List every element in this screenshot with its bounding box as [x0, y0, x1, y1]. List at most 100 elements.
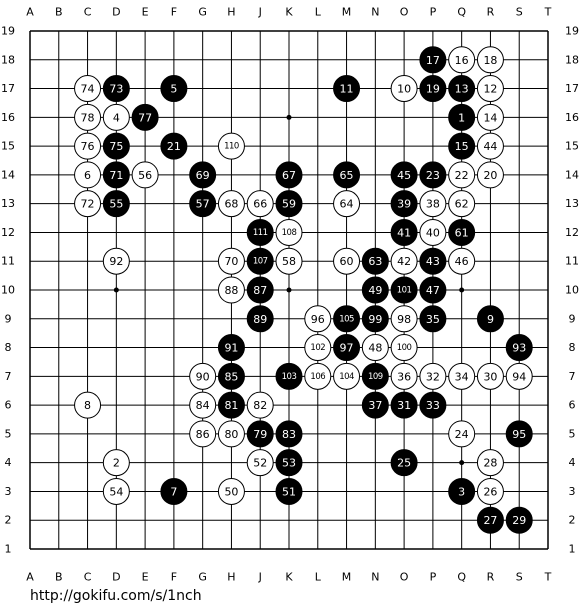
black-stone	[505, 334, 533, 362]
black-stone	[390, 190, 418, 218]
move-number: 6	[84, 169, 91, 182]
column-label: B	[55, 6, 63, 19]
black-stone	[448, 132, 476, 160]
white-stone	[217, 276, 245, 304]
black-stone	[448, 477, 476, 505]
white-stone	[476, 449, 504, 477]
move-number: 92	[109, 255, 123, 268]
move-number: 21	[167, 140, 181, 153]
move-number: 27	[483, 514, 497, 527]
black-stone	[102, 161, 130, 189]
row-label: 6	[569, 399, 576, 412]
move-number: 95	[512, 428, 526, 441]
move-number: 93	[512, 342, 526, 355]
move-number: 78	[81, 111, 95, 124]
black-stone	[390, 276, 418, 304]
black-stone	[102, 190, 130, 218]
column-label: O	[400, 6, 409, 19]
black-stone	[390, 449, 418, 477]
move-number: 69	[196, 169, 210, 182]
white-stone	[390, 362, 418, 390]
move-number: 60	[340, 255, 354, 268]
black-stone	[390, 391, 418, 419]
column-label: L	[315, 571, 322, 584]
move-number: 90	[196, 370, 210, 383]
white-stone	[390, 75, 418, 103]
white-stone	[476, 103, 504, 131]
white-stone	[419, 190, 447, 218]
black-stone	[246, 305, 274, 333]
white-stone	[476, 362, 504, 390]
move-number: 10	[397, 83, 411, 96]
white-stone	[246, 391, 274, 419]
white-stone	[74, 132, 102, 160]
column-label: P	[430, 571, 437, 584]
column-label: G	[198, 571, 207, 584]
column-label: L	[315, 6, 322, 19]
black-stone	[217, 391, 245, 419]
move-number: 25	[397, 457, 411, 470]
move-number: 84	[196, 399, 210, 412]
move-number: 29	[512, 514, 526, 527]
column-label: C	[84, 6, 92, 19]
move-number: 39	[397, 198, 411, 211]
white-stone	[246, 449, 274, 477]
row-label: 17	[1, 82, 15, 95]
white-stone	[448, 362, 476, 390]
move-number: 4	[113, 111, 120, 124]
row-label: 19	[565, 25, 579, 38]
row-label: 7	[569, 370, 576, 383]
white-stone	[361, 334, 389, 362]
column-label: C	[84, 571, 92, 584]
move-number: 50	[224, 485, 238, 498]
row-label: 1	[569, 543, 576, 556]
black-stone	[246, 420, 274, 448]
row-label: 16	[1, 111, 15, 124]
row-label: 15	[565, 140, 579, 153]
move-number: 77	[138, 111, 152, 124]
black-stone	[246, 247, 274, 275]
move-number: 91	[224, 342, 238, 355]
move-number: 74	[81, 83, 95, 96]
row-label: 13	[1, 197, 15, 210]
move-number: 43	[426, 255, 440, 268]
move-number: 19	[426, 83, 440, 96]
move-number: 42	[397, 255, 411, 268]
black-stone	[333, 161, 361, 189]
row-label: 3	[569, 485, 576, 498]
white-stone	[419, 218, 447, 246]
move-number: 35	[426, 313, 440, 326]
white-stone	[505, 362, 533, 390]
row-label: 15	[1, 140, 15, 153]
move-number: 105	[339, 314, 354, 324]
move-number: 85	[224, 370, 238, 383]
row-label: 19	[1, 25, 15, 38]
column-label: F	[171, 6, 177, 19]
column-label: J	[258, 571, 262, 584]
row-label: 10	[565, 284, 579, 297]
column-label: A	[26, 571, 34, 584]
black-stone	[419, 46, 447, 74]
move-number: 52	[253, 457, 267, 470]
move-number: 38	[426, 198, 440, 211]
move-number: 12	[483, 83, 497, 96]
move-number: 88	[224, 284, 238, 297]
black-stone	[333, 75, 361, 103]
column-label: F	[171, 571, 177, 584]
black-stone	[390, 218, 418, 246]
black-stone	[361, 362, 389, 390]
row-label: 2	[5, 514, 12, 527]
move-number: 17	[426, 54, 440, 67]
move-number: 62	[455, 198, 469, 211]
move-number: 66	[253, 198, 267, 211]
move-number: 63	[368, 255, 382, 268]
move-number: 41	[397, 226, 411, 239]
black-stone	[131, 103, 159, 131]
black-stone	[419, 276, 447, 304]
black-stone	[476, 305, 504, 333]
white-stone	[419, 362, 447, 390]
column-label: K	[285, 6, 293, 19]
star-point	[459, 287, 465, 293]
row-label: 10	[1, 284, 15, 297]
